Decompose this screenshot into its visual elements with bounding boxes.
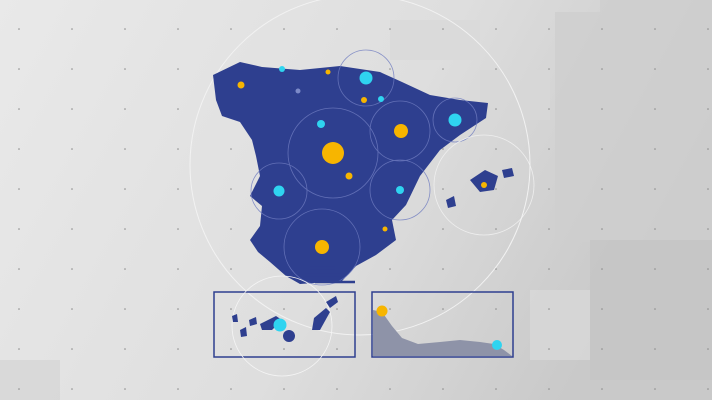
- melilla-marker: [492, 340, 502, 350]
- ceuta-marker: [376, 305, 388, 317]
- canary-marker: [273, 318, 287, 332]
- coast-area: [373, 310, 512, 356]
- ceuta-melilla-inset: [371, 291, 514, 358]
- canary-inset: [213, 291, 356, 358]
- canary-ring: [231, 275, 333, 377]
- markers: [237, 66, 487, 254]
- speed-lines: [305, 266, 355, 284]
- radius-rings: [250, 49, 535, 286]
- balearic-islands: [446, 168, 514, 208]
- canary-islands: [232, 296, 338, 342]
